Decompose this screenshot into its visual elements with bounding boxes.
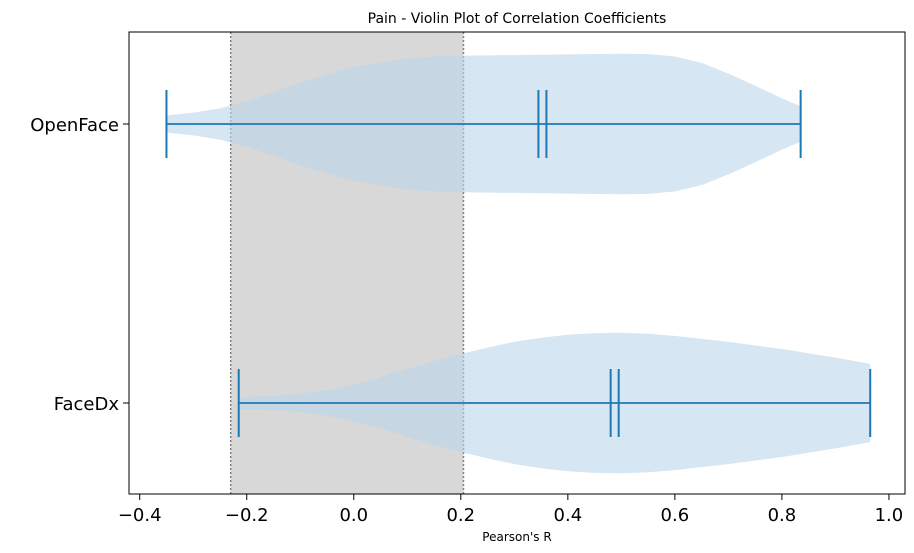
y-axis: OpenFace FaceDx xyxy=(30,115,129,415)
x-tick-label: −0.4 xyxy=(118,505,162,526)
x-tick-label: 0.0 xyxy=(339,505,368,526)
chart-title: Pain - Violin Plot of Correlation Coeffi… xyxy=(368,11,667,27)
x-tick-label: 0.2 xyxy=(446,505,475,526)
x-axis-label: Pearson's R xyxy=(482,530,551,544)
x-tick-label: −0.2 xyxy=(225,505,269,526)
category-label-facedx: FaceDx xyxy=(54,394,120,415)
plot-area xyxy=(165,32,872,494)
plot-frame xyxy=(128,31,906,495)
x-tick-label: 0.6 xyxy=(661,505,690,526)
x-axis: −0.4 −0.2 0.0 0.2 0.4 0.6 0.8 1.0 xyxy=(118,494,903,526)
category-label-openface: OpenFace xyxy=(30,115,119,136)
x-tick-label: 1.0 xyxy=(875,505,904,526)
x-tick-label: 0.8 xyxy=(768,505,797,526)
x-tick-label: 0.4 xyxy=(554,505,583,526)
